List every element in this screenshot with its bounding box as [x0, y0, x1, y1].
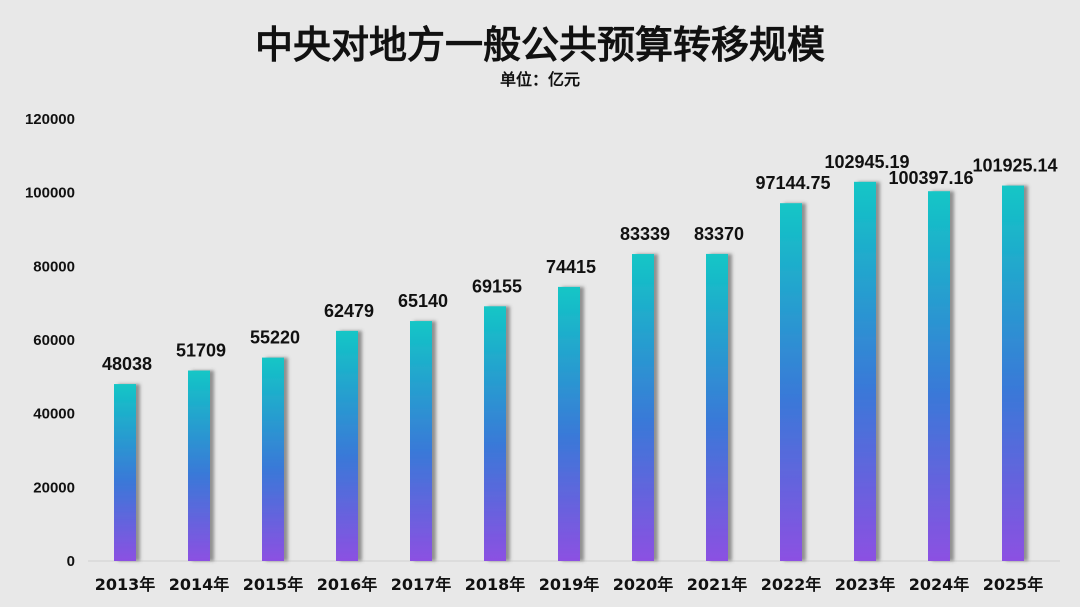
- y-tick-label: 0: [67, 553, 75, 570]
- y-tick-label: 40000: [33, 406, 75, 423]
- data-label: 48038: [102, 354, 152, 374]
- bar: [410, 321, 432, 561]
- x-tick-label: 2021年: [687, 575, 748, 594]
- bar: [1002, 185, 1024, 561]
- chart-subtitle: 单位：亿元: [499, 70, 580, 89]
- data-label: 69155: [472, 276, 522, 296]
- bar: [188, 370, 210, 561]
- x-tick-label: 2014年: [169, 575, 230, 594]
- x-tick-label: 2018年: [465, 575, 526, 594]
- x-tick-label: 2020年: [613, 575, 674, 594]
- x-tick-label: 2023年: [835, 575, 896, 594]
- bar: [854, 181, 876, 561]
- y-tick-label: 80000: [33, 258, 75, 275]
- data-label: 55220: [250, 328, 300, 348]
- x-tick-label: 2013年: [95, 575, 156, 594]
- data-label: 97144.75: [755, 173, 830, 193]
- y-tick-label: 20000: [33, 479, 75, 496]
- y-tick-label: 100000: [25, 185, 75, 202]
- x-tick-label: 2019年: [539, 575, 600, 594]
- bar: [558, 286, 580, 561]
- data-label: 83339: [620, 224, 670, 244]
- x-tick-label: 2015年: [243, 575, 304, 594]
- bar: [706, 253, 728, 561]
- x-tick-label: 2022年: [761, 575, 822, 594]
- data-label: 83370: [694, 224, 744, 244]
- bar: [928, 191, 950, 561]
- x-tick-label: 2025年: [983, 575, 1044, 594]
- data-label: 74415: [546, 257, 596, 277]
- data-label: 62479: [324, 301, 374, 321]
- data-label: 101925.14: [972, 156, 1057, 176]
- y-tick-label: 120000: [25, 111, 75, 128]
- chart-title: 中央对地方一般公共预算转移规模: [254, 23, 825, 67]
- x-tick-label: 2024年: [909, 575, 970, 594]
- bar: [632, 254, 654, 562]
- data-label: 65140: [398, 291, 448, 311]
- bar: [262, 357, 284, 561]
- data-label: 100397.16: [888, 168, 973, 188]
- bar: [780, 203, 802, 561]
- x-tick-label: 2016年: [317, 575, 378, 594]
- data-label: 102945.19: [824, 152, 909, 172]
- data-label: 51709: [176, 341, 226, 361]
- y-tick-label: 60000: [33, 332, 75, 349]
- bar: [336, 330, 358, 561]
- bar: [114, 384, 136, 561]
- bar: [484, 306, 506, 561]
- x-tick-label: 2017年: [391, 575, 452, 594]
